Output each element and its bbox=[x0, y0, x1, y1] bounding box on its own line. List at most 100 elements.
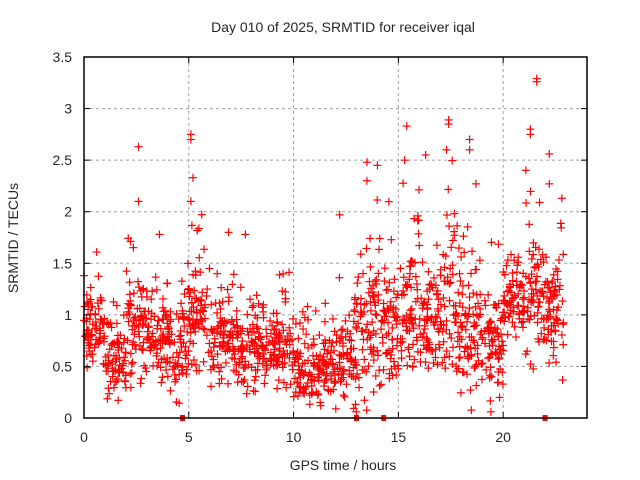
data-point bbox=[522, 199, 531, 208]
data-point bbox=[310, 360, 319, 369]
data-point bbox=[424, 364, 433, 373]
data-point bbox=[506, 306, 515, 315]
data-point bbox=[500, 317, 509, 326]
data-point bbox=[494, 299, 503, 308]
data-point bbox=[489, 301, 498, 310]
data-point bbox=[109, 297, 118, 306]
data-point bbox=[189, 356, 198, 365]
data-point bbox=[530, 311, 539, 320]
data-point bbox=[228, 334, 237, 343]
data-point bbox=[371, 371, 380, 380]
data-point bbox=[371, 329, 380, 338]
data-point bbox=[319, 382, 328, 391]
data-point bbox=[253, 313, 262, 322]
data-point bbox=[346, 329, 355, 338]
data-point bbox=[229, 270, 238, 279]
data-point bbox=[158, 294, 167, 303]
data-point bbox=[442, 211, 451, 220]
data-point bbox=[332, 337, 341, 346]
data-point bbox=[510, 256, 519, 265]
data-point bbox=[115, 353, 124, 362]
data-point bbox=[221, 347, 230, 356]
data-point bbox=[326, 348, 335, 357]
data-point bbox=[266, 316, 275, 325]
data-point bbox=[559, 340, 568, 349]
data-point bbox=[431, 353, 440, 362]
data-point bbox=[442, 316, 451, 325]
data-point bbox=[414, 229, 423, 238]
data-point bbox=[465, 145, 474, 154]
data-point bbox=[555, 256, 564, 265]
data-point bbox=[484, 323, 493, 332]
data-point bbox=[471, 179, 480, 188]
data-point bbox=[423, 335, 432, 344]
data-point bbox=[269, 339, 278, 348]
data-point bbox=[446, 264, 455, 273]
data-point bbox=[490, 323, 499, 332]
data-point bbox=[529, 250, 538, 259]
data-point bbox=[377, 325, 386, 334]
data-point bbox=[302, 330, 311, 339]
data-point bbox=[171, 359, 180, 368]
data-point bbox=[278, 352, 287, 361]
data-point bbox=[471, 362, 480, 371]
data-point bbox=[552, 315, 561, 324]
data-point bbox=[157, 378, 166, 387]
data-point bbox=[341, 316, 350, 325]
data-point bbox=[195, 253, 204, 262]
data-point bbox=[486, 396, 495, 405]
data-point bbox=[347, 336, 356, 345]
data-point bbox=[520, 306, 529, 315]
data-point bbox=[321, 371, 330, 380]
data-point bbox=[273, 318, 282, 327]
data-point bbox=[275, 344, 284, 353]
data-point bbox=[360, 365, 369, 374]
data-point bbox=[153, 324, 162, 333]
data-point bbox=[123, 336, 132, 345]
data-point bbox=[327, 371, 336, 380]
y-tick-label: 2 bbox=[64, 204, 72, 220]
data-point bbox=[250, 347, 259, 356]
data-point bbox=[452, 367, 461, 376]
data-point bbox=[94, 272, 103, 281]
data-point bbox=[321, 335, 330, 344]
data-point bbox=[487, 318, 496, 327]
data-point bbox=[468, 247, 477, 256]
data-point bbox=[407, 256, 416, 265]
data-point bbox=[164, 322, 173, 331]
data-point bbox=[196, 295, 205, 304]
data-point bbox=[434, 295, 443, 304]
data-point bbox=[156, 335, 165, 344]
data-point bbox=[330, 327, 339, 336]
data-point bbox=[352, 407, 361, 416]
data-point bbox=[449, 301, 458, 310]
data-point bbox=[464, 281, 473, 290]
data-point bbox=[440, 277, 449, 286]
data-point bbox=[551, 282, 560, 291]
data-point bbox=[159, 315, 168, 324]
data-point bbox=[185, 292, 194, 301]
data-point bbox=[499, 296, 508, 305]
data-point bbox=[174, 315, 183, 324]
data-point bbox=[440, 302, 449, 311]
data-point bbox=[384, 197, 393, 206]
data-point bbox=[262, 341, 271, 350]
data-point bbox=[457, 335, 466, 344]
data-point bbox=[433, 360, 442, 369]
data-point bbox=[543, 283, 552, 292]
data-point bbox=[545, 149, 554, 158]
data-point bbox=[202, 331, 211, 340]
data-point bbox=[154, 316, 163, 325]
data-point bbox=[109, 383, 118, 392]
data-point bbox=[250, 327, 259, 336]
data-point bbox=[223, 379, 232, 388]
data-point bbox=[182, 351, 191, 360]
data-point bbox=[465, 135, 474, 144]
data-point bbox=[137, 311, 146, 320]
data-point bbox=[91, 309, 100, 318]
data-point bbox=[392, 370, 401, 379]
data-point bbox=[321, 360, 330, 369]
data-point bbox=[363, 320, 372, 329]
data-point bbox=[402, 283, 411, 292]
data-point bbox=[371, 301, 380, 310]
